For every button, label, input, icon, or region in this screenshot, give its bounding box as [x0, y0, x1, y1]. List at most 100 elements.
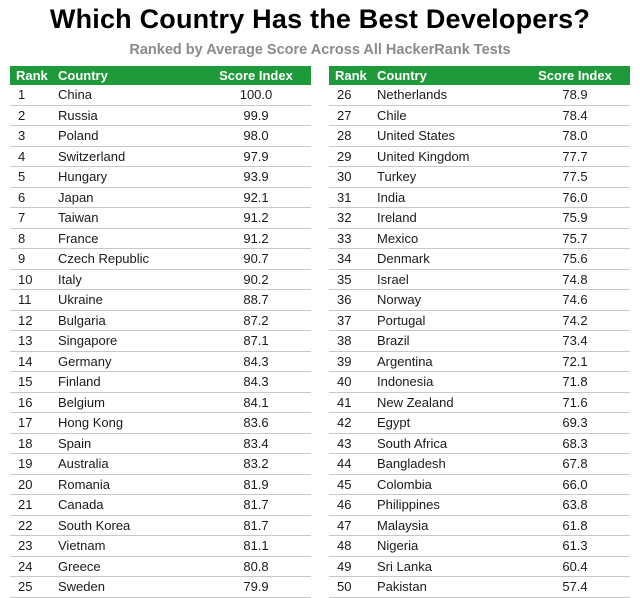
score-cell: 81.7	[201, 515, 311, 536]
table-row: 32 Ireland 75.9	[329, 207, 630, 229]
score-cell: 71.6	[520, 392, 630, 413]
rank-cell: 11	[10, 289, 54, 311]
rank-cell: 3	[10, 125, 54, 147]
table-row: 40 Indonesia 71.8	[329, 371, 630, 393]
table-row: 1 China 100.0	[10, 85, 311, 106]
score-cell: 84.1	[201, 392, 311, 413]
table-row: 44 Bangladesh 67.8	[329, 453, 630, 475]
table-header-row: Rank Country Score Index	[10, 66, 311, 85]
rank-cell: 37	[329, 310, 373, 331]
country-cell: Nigeria	[373, 535, 520, 557]
score-cell: 74.8	[520, 269, 630, 290]
score-cell: 78.9	[520, 85, 630, 106]
country-cell: Taiwan	[54, 207, 201, 229]
country-cell: Australia	[54, 453, 201, 475]
rank-cell: 13	[10, 330, 54, 352]
table-row: 17 Hong Kong 83.6	[10, 412, 311, 434]
country-cell: Switzerland	[54, 146, 201, 167]
rank-cell: 19	[10, 453, 54, 475]
rank-cell: 16	[10, 392, 54, 413]
rank-cell: 50	[329, 576, 373, 598]
rank-cell: 9	[10, 248, 54, 270]
country-cell: Argentina	[373, 351, 520, 372]
country-cell: Turkey	[373, 166, 520, 188]
country-column-header: Country	[54, 66, 201, 85]
country-cell: Canada	[54, 494, 201, 516]
ranking-table-left: Rank Country Score Index 1 China 100.0 2 Rus…	[10, 66, 311, 598]
rank-cell: 4	[10, 146, 54, 167]
rank-cell: 20	[10, 474, 54, 495]
rank-cell: 40	[329, 371, 373, 393]
table-row: 20 Romania 81.9	[10, 474, 311, 495]
country-cell: Indonesia	[373, 371, 520, 393]
table-row: 42 Egypt 69.3	[329, 412, 630, 434]
rank-cell: 18	[10, 433, 54, 454]
country-cell: Japan	[54, 187, 201, 208]
rank-cell: 39	[329, 351, 373, 372]
table-row: 24 Greece 80.8	[10, 556, 311, 577]
rank-cell: 23	[10, 535, 54, 557]
score-cell: 57.4	[520, 576, 630, 598]
rank-cell: 1	[10, 85, 54, 106]
table-row: 11 Ukraine 88.7	[10, 289, 311, 311]
country-cell: Mexico	[373, 228, 520, 249]
score-cell: 74.6	[520, 289, 630, 311]
country-cell: Ireland	[373, 207, 520, 229]
table-row: 41 New Zealand 71.6	[329, 392, 630, 413]
table-row: 16 Belgium 84.1	[10, 392, 311, 413]
score-cell: 78.4	[520, 105, 630, 126]
table-row: 25 Sweden 79.9	[10, 576, 311, 598]
table-row: 19 Australia 83.2	[10, 453, 311, 475]
rank-cell: 35	[329, 269, 373, 290]
country-cell: Sri Lanka	[373, 556, 520, 577]
country-cell: Hong Kong	[54, 412, 201, 434]
country-cell: Italy	[54, 269, 201, 290]
table-row: 12 Bulgaria 87.2	[10, 310, 311, 331]
score-cell: 75.6	[520, 248, 630, 270]
score-cell: 68.3	[520, 433, 630, 454]
country-cell: Finland	[54, 371, 201, 393]
rank-cell: 44	[329, 453, 373, 475]
score-cell: 80.8	[201, 556, 311, 577]
page-title: Which Country Has the Best Developers?	[49, 4, 591, 34]
score-cell: 100.0	[201, 85, 311, 106]
country-cell: Denmark	[373, 248, 520, 270]
score-column-header: Score Index	[520, 66, 630, 85]
country-cell: Brazil	[373, 330, 520, 352]
ranking-table-right: Rank Country Score Index 26 Netherlands 78…	[329, 66, 630, 598]
rank-cell: 38	[329, 330, 373, 352]
score-cell: 63.8	[520, 494, 630, 516]
table-row: 49 Sri Lanka 60.4	[329, 556, 630, 577]
score-cell: 61.3	[520, 535, 630, 557]
country-cell: Belgium	[54, 392, 201, 413]
table-row: 48 Nigeria 61.3	[329, 535, 630, 557]
score-cell: 75.7	[520, 228, 630, 249]
rank-cell: 26	[329, 85, 373, 106]
rank-cell: 43	[329, 433, 373, 454]
country-cell: Bangladesh	[373, 453, 520, 475]
country-cell: New Zealand	[373, 392, 520, 413]
country-cell: Spain	[54, 433, 201, 454]
country-cell: Ukraine	[54, 289, 201, 311]
score-cell: 78.0	[520, 125, 630, 147]
table-row: 10 Italy 90.2	[10, 269, 311, 290]
country-cell: Israel	[373, 269, 520, 290]
table-row: 7 Taiwan 91.2	[10, 207, 311, 229]
table-row: 27 Chile 78.4	[329, 105, 630, 126]
table-row: 47 Malaysia 61.8	[329, 515, 630, 536]
country-cell: Russia	[54, 105, 201, 126]
table-row: 37 Portugal 74.2	[329, 310, 630, 331]
score-cell: 83.6	[201, 412, 311, 434]
table-row: 23 Vietnam 81.1	[10, 535, 311, 557]
country-column-header: Country	[373, 66, 520, 85]
table-row: 38 Brazil 73.4	[329, 330, 630, 352]
country-cell: Colombia	[373, 474, 520, 495]
table-row: 2 Russia 99.9	[10, 105, 311, 126]
country-cell: South Africa	[373, 433, 520, 454]
table-row: 34 Denmark 75.6	[329, 248, 630, 270]
ranking-table-left-body: 1 China 100.0 2 Russia 99.9 3 Poland 98.0 4 Switze…	[10, 85, 311, 598]
rank-cell: 27	[329, 105, 373, 126]
score-cell: 90.2	[201, 269, 311, 290]
table-row: 13 Singapore 87.1	[10, 330, 311, 352]
table-row: 4 Switzerland 97.9	[10, 146, 311, 167]
